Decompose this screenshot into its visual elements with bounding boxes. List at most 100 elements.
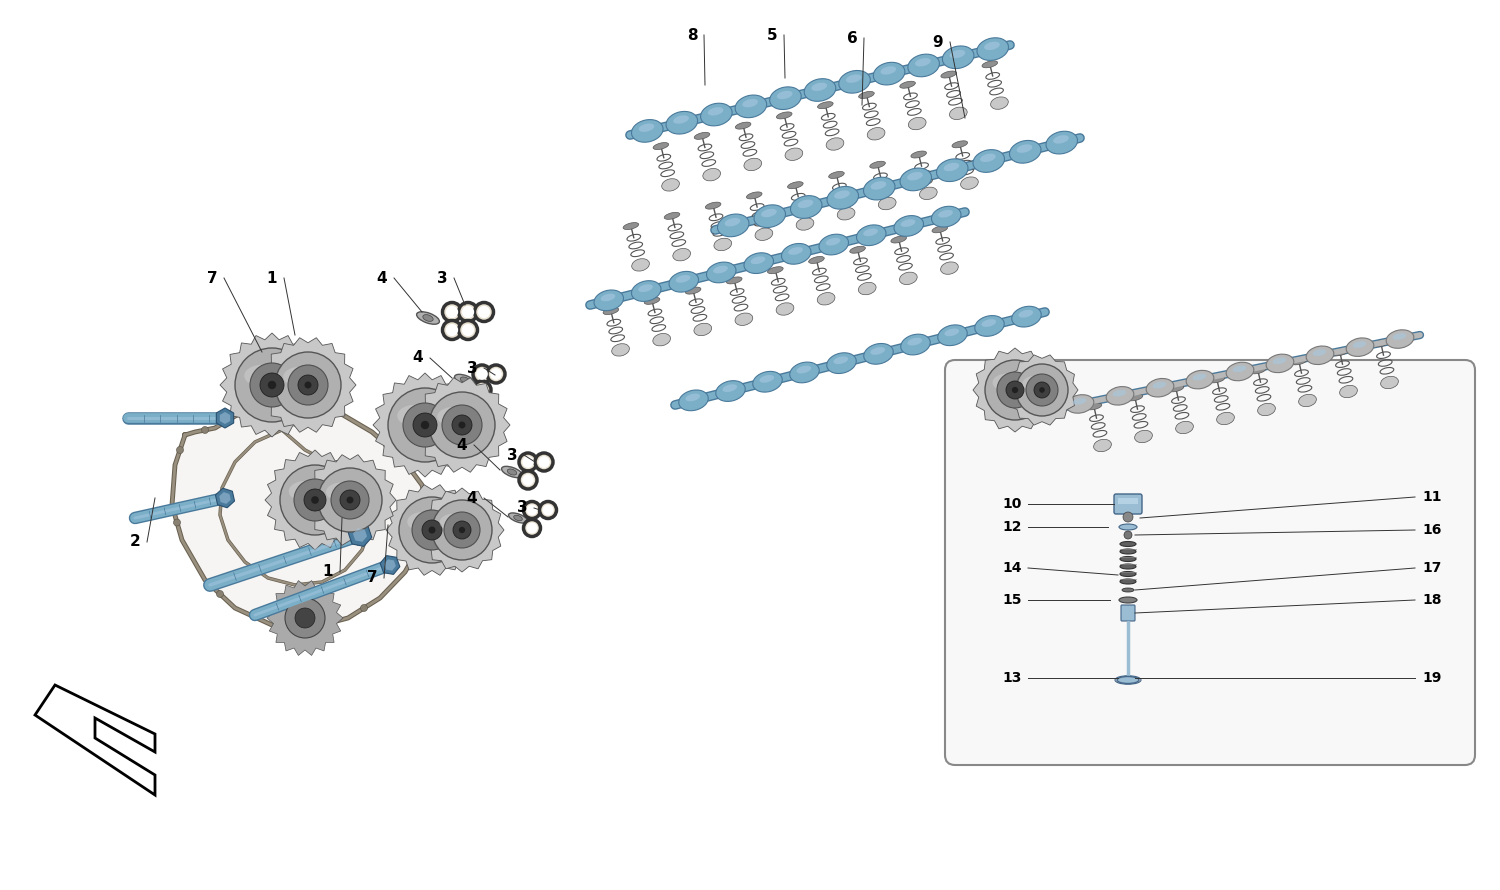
- FancyBboxPatch shape: [1114, 494, 1142, 514]
- Circle shape: [296, 608, 315, 628]
- Polygon shape: [216, 408, 234, 428]
- Polygon shape: [974, 348, 1058, 432]
- Circle shape: [288, 623, 294, 630]
- Ellipse shape: [1257, 403, 1275, 416]
- Ellipse shape: [827, 352, 856, 374]
- Circle shape: [472, 365, 490, 383]
- Ellipse shape: [819, 234, 849, 255]
- Polygon shape: [267, 580, 344, 655]
- Ellipse shape: [423, 315, 433, 321]
- Circle shape: [260, 373, 284, 397]
- Ellipse shape: [454, 375, 476, 385]
- Circle shape: [1026, 374, 1057, 406]
- Ellipse shape: [993, 374, 1023, 392]
- Ellipse shape: [686, 287, 700, 294]
- Ellipse shape: [776, 303, 794, 315]
- Circle shape: [446, 306, 458, 319]
- Ellipse shape: [1192, 374, 1206, 380]
- Circle shape: [1124, 531, 1132, 539]
- Ellipse shape: [714, 239, 732, 251]
- Ellipse shape: [694, 323, 711, 336]
- Ellipse shape: [808, 256, 825, 263]
- Circle shape: [526, 522, 537, 533]
- Polygon shape: [348, 523, 372, 546]
- Ellipse shape: [1120, 541, 1136, 546]
- Circle shape: [476, 368, 488, 380]
- Ellipse shape: [705, 202, 722, 209]
- Circle shape: [429, 392, 495, 458]
- Text: 18: 18: [1422, 593, 1442, 607]
- Circle shape: [459, 303, 477, 321]
- Circle shape: [268, 381, 276, 389]
- Ellipse shape: [796, 366, 812, 374]
- Ellipse shape: [867, 127, 885, 140]
- Circle shape: [294, 479, 336, 521]
- Circle shape: [340, 490, 360, 510]
- Ellipse shape: [850, 247, 865, 254]
- Circle shape: [360, 604, 368, 611]
- Ellipse shape: [1010, 141, 1041, 163]
- Ellipse shape: [717, 214, 748, 237]
- Ellipse shape: [1272, 358, 1287, 364]
- Text: 4: 4: [376, 271, 387, 286]
- Ellipse shape: [938, 210, 952, 217]
- Text: 6: 6: [846, 30, 858, 45]
- Ellipse shape: [1126, 394, 1143, 400]
- Ellipse shape: [846, 75, 861, 83]
- Polygon shape: [386, 485, 478, 575]
- Ellipse shape: [735, 122, 752, 129]
- Ellipse shape: [1386, 330, 1414, 348]
- Polygon shape: [220, 412, 230, 424]
- Polygon shape: [266, 450, 364, 550]
- Ellipse shape: [600, 294, 615, 302]
- Ellipse shape: [976, 37, 1008, 61]
- Ellipse shape: [652, 142, 669, 150]
- Ellipse shape: [632, 119, 663, 142]
- Polygon shape: [414, 377, 510, 473]
- Text: 1: 1: [267, 271, 278, 286]
- Ellipse shape: [825, 238, 840, 246]
- Ellipse shape: [789, 362, 819, 383]
- Ellipse shape: [932, 226, 948, 233]
- Circle shape: [519, 453, 537, 471]
- Ellipse shape: [1053, 135, 1070, 143]
- Text: 3: 3: [507, 448, 518, 463]
- Ellipse shape: [864, 177, 895, 200]
- Ellipse shape: [900, 334, 930, 355]
- Ellipse shape: [980, 154, 996, 162]
- Circle shape: [490, 368, 502, 380]
- Circle shape: [423, 497, 429, 504]
- Ellipse shape: [501, 466, 522, 478]
- Ellipse shape: [837, 207, 855, 220]
- Ellipse shape: [1176, 421, 1194, 433]
- Polygon shape: [220, 333, 324, 437]
- Circle shape: [399, 497, 465, 563]
- Circle shape: [422, 520, 442, 540]
- Ellipse shape: [915, 58, 930, 67]
- Circle shape: [251, 363, 294, 407]
- Circle shape: [538, 457, 550, 468]
- Ellipse shape: [747, 192, 762, 198]
- Circle shape: [522, 457, 534, 468]
- Circle shape: [522, 474, 534, 486]
- Circle shape: [413, 413, 436, 437]
- Ellipse shape: [936, 158, 968, 182]
- Ellipse shape: [1011, 306, 1041, 327]
- Ellipse shape: [1120, 564, 1136, 569]
- Ellipse shape: [900, 81, 915, 88]
- Ellipse shape: [675, 275, 690, 283]
- Polygon shape: [34, 685, 154, 795]
- Ellipse shape: [742, 99, 758, 108]
- Ellipse shape: [870, 347, 885, 355]
- Ellipse shape: [950, 107, 968, 119]
- Ellipse shape: [1332, 349, 1348, 356]
- Ellipse shape: [1340, 385, 1358, 398]
- Text: 16: 16: [1422, 523, 1442, 537]
- Circle shape: [280, 465, 350, 535]
- Circle shape: [410, 554, 417, 561]
- Circle shape: [526, 505, 537, 515]
- Ellipse shape: [1113, 390, 1126, 397]
- Ellipse shape: [723, 384, 736, 392]
- Circle shape: [462, 306, 474, 319]
- Ellipse shape: [839, 70, 870, 93]
